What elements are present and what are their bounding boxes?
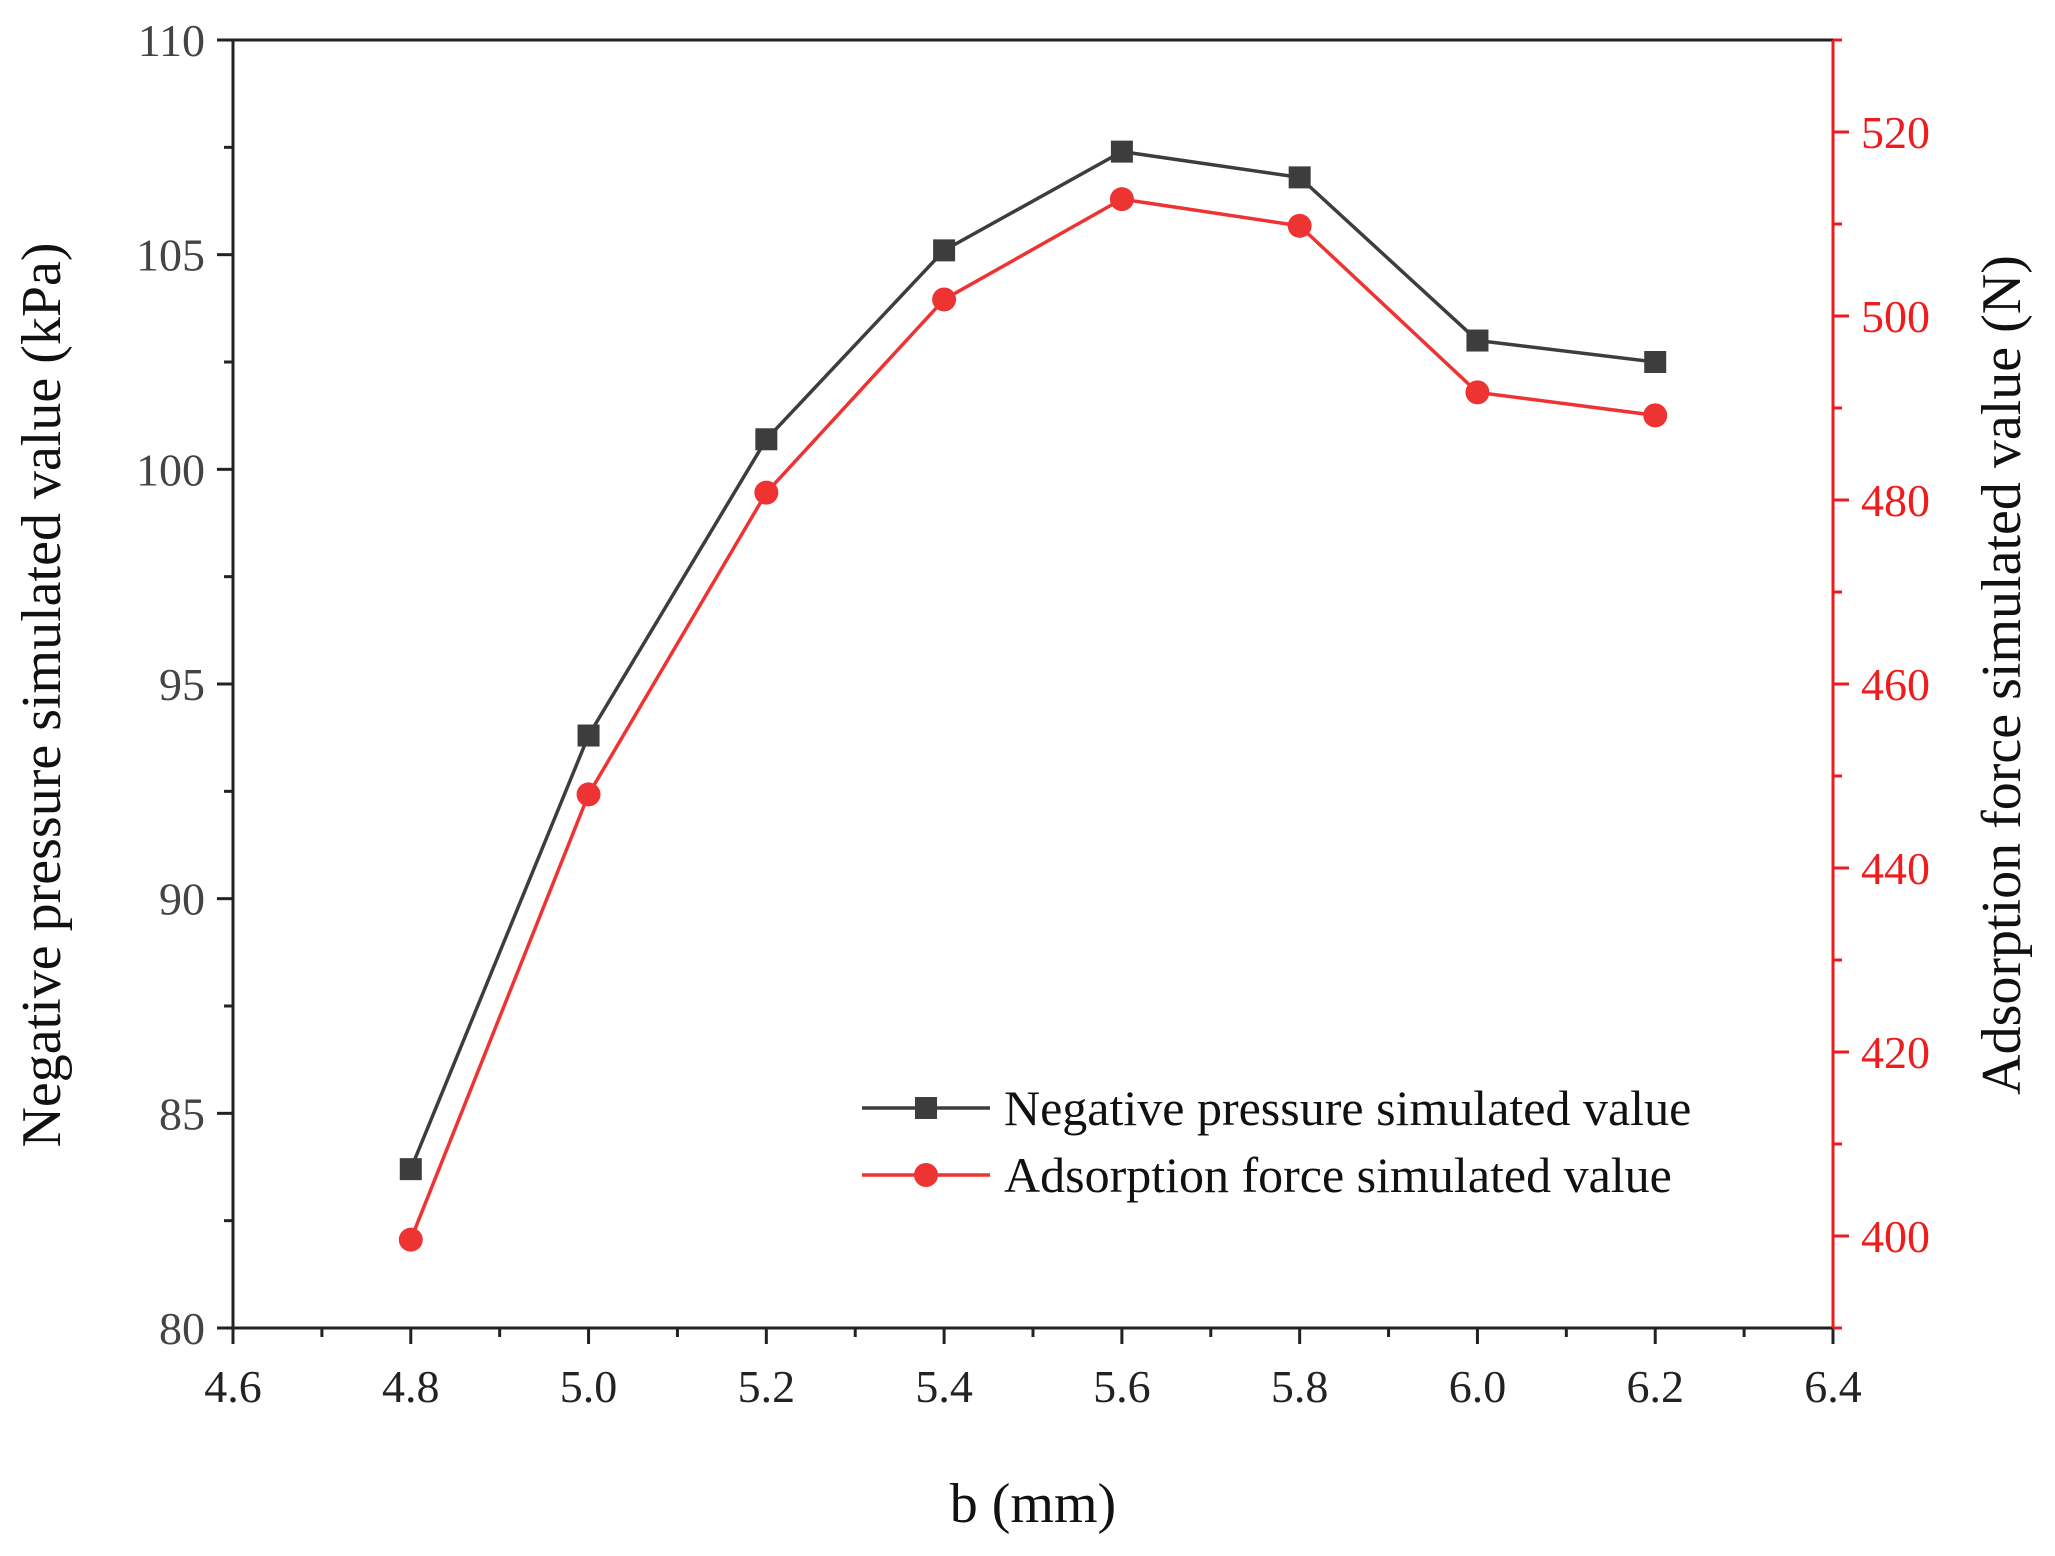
y-right-tick-label: 520 bbox=[1861, 107, 1930, 158]
x-tick-label: 5.0 bbox=[560, 1361, 618, 1412]
force-data-point bbox=[754, 480, 779, 505]
legend-marker-circle bbox=[914, 1163, 938, 1187]
force-data-point bbox=[576, 782, 601, 807]
x-axis-label: b (mm) bbox=[950, 1473, 1116, 1535]
force-data-point bbox=[1109, 187, 1134, 212]
x-tick-label: 6.2 bbox=[1626, 1361, 1684, 1412]
y-right-tick-label: 420 bbox=[1861, 1027, 1930, 1078]
y-left-tick-label: 100 bbox=[136, 444, 205, 495]
y-axis-left-label: Negative pressure simulated value (kPa) bbox=[11, 242, 73, 1147]
pressure-data-point bbox=[399, 1158, 422, 1181]
legend-label-0: Negative pressure simulated value bbox=[1004, 1080, 1691, 1136]
force-series-line bbox=[409, 197, 1656, 1241]
series-group bbox=[398, 140, 1668, 1252]
pressure-data-point bbox=[755, 428, 778, 451]
force-data-point bbox=[932, 287, 957, 312]
pressure-data-point bbox=[577, 724, 600, 747]
legend: Negative pressure simulated value Adsorpt… bbox=[862, 1080, 1691, 1203]
y-left-tick-label: 105 bbox=[136, 230, 205, 281]
x-tick-label: 5.4 bbox=[915, 1361, 973, 1412]
force-data-point bbox=[1643, 403, 1668, 428]
x-tick-label: 4.8 bbox=[382, 1361, 440, 1412]
y-right-tick-label: 480 bbox=[1861, 475, 1930, 526]
x-tick-label: 4.6 bbox=[204, 1361, 262, 1412]
y-left-tick-label: 90 bbox=[159, 874, 205, 925]
x-tick-label: 5.6 bbox=[1093, 1361, 1151, 1412]
pressure-data-point bbox=[1110, 140, 1133, 163]
legend-marker-square bbox=[915, 1097, 937, 1119]
force-data-point bbox=[1287, 213, 1312, 238]
x-tick-label: 5.8 bbox=[1271, 1361, 1329, 1412]
force-data-point bbox=[398, 1227, 423, 1252]
force-data-point bbox=[1465, 380, 1490, 405]
y-right-tick-label: 460 bbox=[1861, 659, 1930, 710]
pressure-data-point bbox=[1466, 329, 1489, 352]
y-right-tick-label: 440 bbox=[1861, 843, 1930, 894]
pressure-data-point bbox=[1288, 166, 1311, 189]
pressure-data-point bbox=[1644, 351, 1667, 373]
y-axis-right-label: Adsorption force simulated value (N) bbox=[1971, 255, 2033, 1095]
y-left-tick-label: 80 bbox=[159, 1303, 205, 1354]
y-left-tick-label: 85 bbox=[159, 1088, 205, 1139]
x-tick-label: 6.0 bbox=[1449, 1361, 1507, 1412]
x-tick-label: 5.2 bbox=[738, 1361, 796, 1412]
y-right-tick-label: 500 bbox=[1861, 291, 1930, 342]
legend-label-1: Adsorption force simulated value bbox=[1004, 1147, 1672, 1203]
y-right-tick-label: 400 bbox=[1861, 1211, 1930, 1262]
y-left-tick-label: 110 bbox=[138, 15, 205, 66]
ticks-group: 4.6 4.8 5.0 5.2 5.4 5.6 5.8 6.0 6.2 6.4 80 85 90 95 10… bbox=[136, 15, 1930, 1412]
pressure-data-point bbox=[933, 239, 956, 262]
x-tick-label: 6.4 bbox=[1804, 1361, 1862, 1412]
y-left-tick-label: 95 bbox=[159, 659, 205, 710]
pressure-series-line bbox=[409, 149, 1656, 1170]
